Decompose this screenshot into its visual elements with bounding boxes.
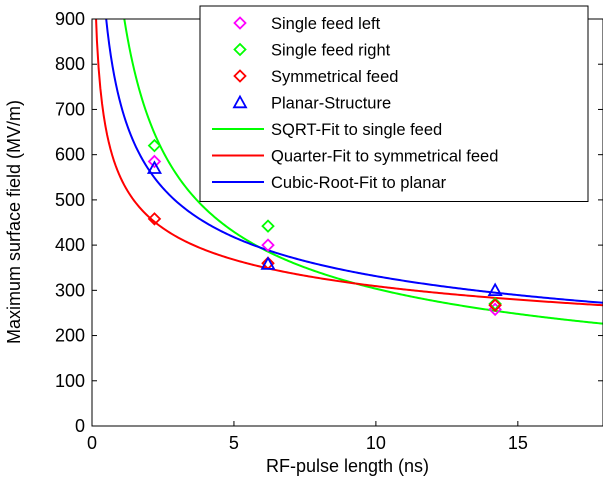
legend-swatch: [232, 94, 248, 109]
fit-lines: [95, 19, 603, 325]
y-tick-label: 700: [55, 99, 85, 119]
data-point: [488, 297, 502, 311]
data-point: [260, 256, 276, 270]
data-point: [147, 138, 162, 153]
data-point: [147, 154, 162, 169]
legend-label: Planar-Structure: [271, 95, 391, 113]
fit-curve: [95, 19, 603, 307]
x-axis-label: RF-pulse length (ns): [266, 456, 429, 476]
x-tick-label: 15: [508, 433, 528, 453]
legend-swatch: [233, 69, 247, 83]
y-tick-label: 100: [55, 371, 85, 391]
y-tick-label: 400: [55, 235, 85, 255]
y-tick-label: 600: [55, 145, 85, 165]
y-tick-label: 500: [55, 190, 85, 210]
legend-label: Cubic-Root-Fit to planar: [271, 174, 447, 192]
y-tick-label: 800: [55, 54, 85, 74]
data-point: [261, 219, 275, 233]
legend-swatch: [233, 42, 247, 57]
legend-label: Symmetrical feed: [271, 68, 398, 86]
x-tick-label: 0: [87, 433, 97, 453]
legend-label: Quarter-Fit to symmetrical feed: [271, 148, 498, 166]
legend-label: SQRT-Fit to single feed: [271, 121, 442, 139]
x-tick-label: 10: [366, 433, 386, 453]
legend: Single feed left Single feed right Symmetr…: [199, 5, 589, 202]
legend-swatch: [233, 16, 247, 30]
data-point: [147, 212, 162, 226]
legend-box: [199, 5, 589, 202]
data-point: [488, 298, 502, 313]
legend-label: Single feed right: [271, 42, 391, 60]
data-markers: [146, 138, 503, 317]
data-point: [487, 282, 503, 297]
y-tick-label: 300: [55, 280, 85, 300]
legend-label: Single feed left: [271, 15, 381, 33]
x-tick-label: 5: [229, 433, 239, 453]
y-tick-label: 200: [55, 326, 85, 346]
fit-curve: [105, 19, 603, 304]
data-point: [146, 160, 162, 174]
data-point: [261, 238, 275, 252]
y-tick-label: 0: [75, 416, 85, 436]
y-axis-label: Maximum surface field (MV/m): [4, 100, 24, 344]
y-tick-label: 900: [55, 9, 85, 29]
